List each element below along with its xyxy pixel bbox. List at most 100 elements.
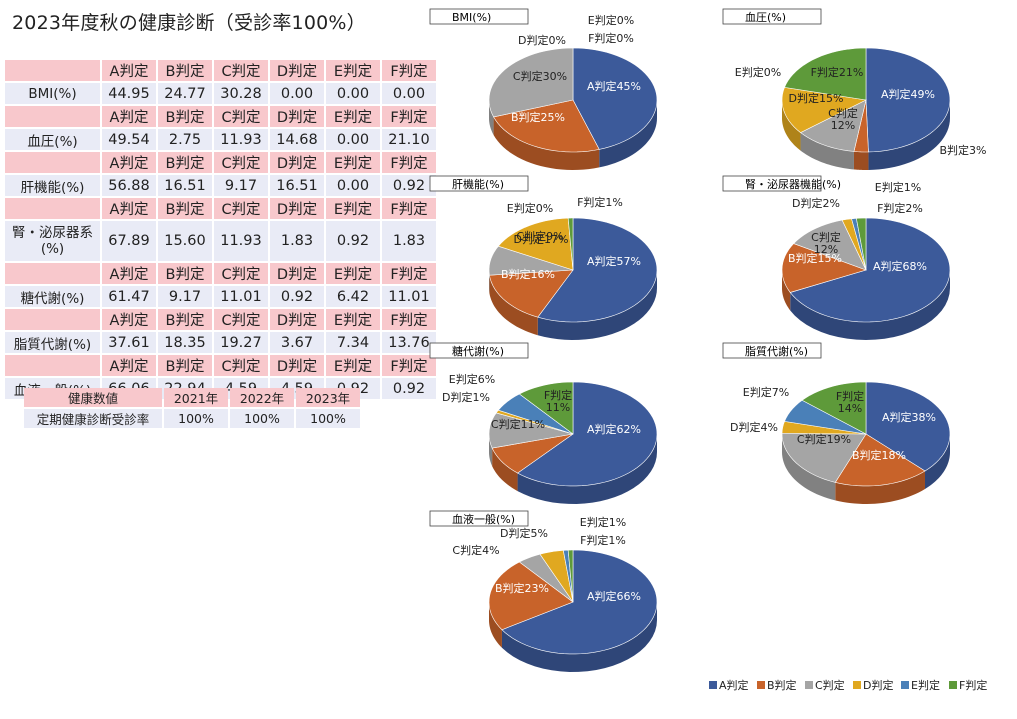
- column-header: E判定: [326, 60, 380, 81]
- pie-slice-F: [518, 381, 574, 435]
- column-header: C判定: [214, 152, 268, 173]
- column-header: F判定: [382, 152, 436, 173]
- pie-label-E: E判定0%: [507, 201, 553, 215]
- column-header: A判定: [102, 152, 156, 173]
- pie-label-F: F判定1%: [577, 195, 623, 209]
- pie-title: 糖代謝(%): [452, 344, 504, 358]
- cell-value: 0.92: [382, 175, 436, 196]
- column-header: B判定: [158, 152, 212, 173]
- cell-value: 61.47: [102, 286, 156, 307]
- pie-label-B: B判定16%: [501, 267, 555, 281]
- year-2023: 2023年: [296, 388, 360, 407]
- pie-label-D: D判定0%: [518, 33, 566, 47]
- pie-side-B: [493, 116, 600, 170]
- pie-side-C: [782, 434, 836, 501]
- pie-label-C: C判定9%: [516, 229, 563, 243]
- row-label: 糖代謝(%): [5, 286, 100, 307]
- legend-item-F: F判定: [949, 678, 987, 692]
- cell-value: 16.51: [158, 175, 212, 196]
- pie-side-C: [800, 132, 854, 170]
- pie-label-E: E判定1%: [580, 515, 626, 529]
- cell-value: 2.75: [158, 129, 212, 150]
- cell-value: 9.17: [158, 286, 212, 307]
- health-stats-header: 健康数値: [24, 388, 162, 407]
- column-header: D判定: [270, 60, 324, 81]
- pie-title-box: [429, 175, 529, 192]
- pie-slice-E: [784, 399, 867, 435]
- column-header: F判定: [382, 106, 436, 127]
- pie-chart: BMI(%) A判定45% B判定25% C判定30% D判定0% E判定0% F判定0%: [429, 8, 658, 170]
- pie-chart: 糖代謝(%) A判定62% B判定9% C判定11%D判定1% E判定6% F判定 11%: [429, 342, 658, 504]
- pie-label-E: E判定1%: [875, 180, 921, 194]
- cell-value: 0.00: [270, 83, 324, 104]
- legend-item-C: C判定: [805, 678, 845, 692]
- cell-value: 30.28: [214, 83, 268, 104]
- rate-2021: 100%: [164, 409, 228, 428]
- pie-slice-D: [781, 87, 867, 133]
- pie-title: 血圧(%): [745, 10, 786, 24]
- legend-swatch: [853, 681, 861, 689]
- column-header: A判定: [102, 198, 156, 219]
- pie-label-B: B判定23%: [495, 581, 549, 595]
- cell-value: 11.01: [214, 286, 268, 307]
- pie-slice-A: [501, 549, 658, 655]
- pie-label-D: D判定5%: [500, 526, 548, 540]
- cell-value: 3.67: [270, 332, 324, 353]
- cell-value: 24.77: [158, 83, 212, 104]
- column-header: B判定: [158, 263, 212, 284]
- legend-item-A: A判定: [709, 678, 749, 692]
- cell-value: 13.76: [382, 332, 436, 353]
- pie-label-F: F判定 14%: [836, 389, 864, 415]
- page-title: 2023年度秋の健康診断（受診率100%）: [12, 12, 366, 34]
- pie-side-B: [489, 275, 538, 336]
- pie-label-C: C判定4%: [452, 543, 499, 557]
- pie-label-A: A判定68%: [873, 259, 927, 273]
- pie-label-D: D判定2%: [792, 196, 840, 210]
- pie-slice-F: [567, 549, 574, 603]
- pie-label-E: E判定0%: [588, 13, 634, 27]
- pie-side-B: [782, 270, 791, 311]
- pie-label-A: A判定38%: [882, 410, 936, 424]
- legend-label: F判定: [959, 678, 987, 692]
- pie-label-C: C判定 12%: [828, 106, 858, 132]
- cell-value: 0.00: [326, 175, 380, 196]
- pie-title-box: [722, 8, 822, 25]
- pie-label-E: E判定7%: [743, 385, 789, 399]
- pie-slice-B: [834, 433, 926, 487]
- pie-slice-A: [865, 381, 951, 472]
- column-header: D判定: [270, 152, 324, 173]
- cell-value: 0.92: [326, 221, 380, 261]
- pie-chart: 血圧(%) A判定49% B判定3% C判定 12%D判定15% E判定0% F判定21%: [722, 8, 987, 170]
- column-header: A判定: [102, 106, 156, 127]
- pie-chart: 肝機能(%) A判定57% B判定16% C判定9%D判定17% E判定0% F判定1%: [429, 175, 658, 340]
- pie-label-B: B判定9%: [444, 458, 491, 472]
- row-label: 血圧(%): [5, 129, 100, 150]
- legend-item-D: D判定: [853, 678, 893, 692]
- cell-value: 11.93: [214, 221, 268, 261]
- pie-label-B: B判定18%: [852, 448, 906, 462]
- pie-label-E: E判定6%: [449, 372, 495, 386]
- legend-swatch: [709, 681, 717, 689]
- column-header: A判定: [102, 263, 156, 284]
- pie-title-box: [722, 175, 822, 192]
- pie-label-A: A判定57%: [587, 254, 641, 268]
- row-label: 腎・泌尿器系(%): [5, 221, 100, 261]
- column-header: E判定: [326, 106, 380, 127]
- pie-label-B: B判定25%: [511, 110, 565, 124]
- year-2022: 2022年: [230, 388, 294, 407]
- pie-side-A: [868, 100, 950, 170]
- rate-2023: 100%: [296, 409, 360, 428]
- pie-side-A: [599, 100, 657, 168]
- cell-value: 14.68: [270, 129, 324, 150]
- column-header: D判定: [270, 263, 324, 284]
- pie-label-D: D判定4%: [730, 420, 778, 434]
- header-blank: [5, 355, 100, 376]
- pie-slice-B: [491, 433, 574, 474]
- column-header: B判定: [158, 60, 212, 81]
- header-blank: [5, 60, 100, 81]
- cell-value: 16.51: [270, 175, 324, 196]
- column-header: C判定: [214, 355, 268, 376]
- legend-label: E判定: [911, 678, 940, 692]
- legend-label: A判定: [719, 678, 749, 692]
